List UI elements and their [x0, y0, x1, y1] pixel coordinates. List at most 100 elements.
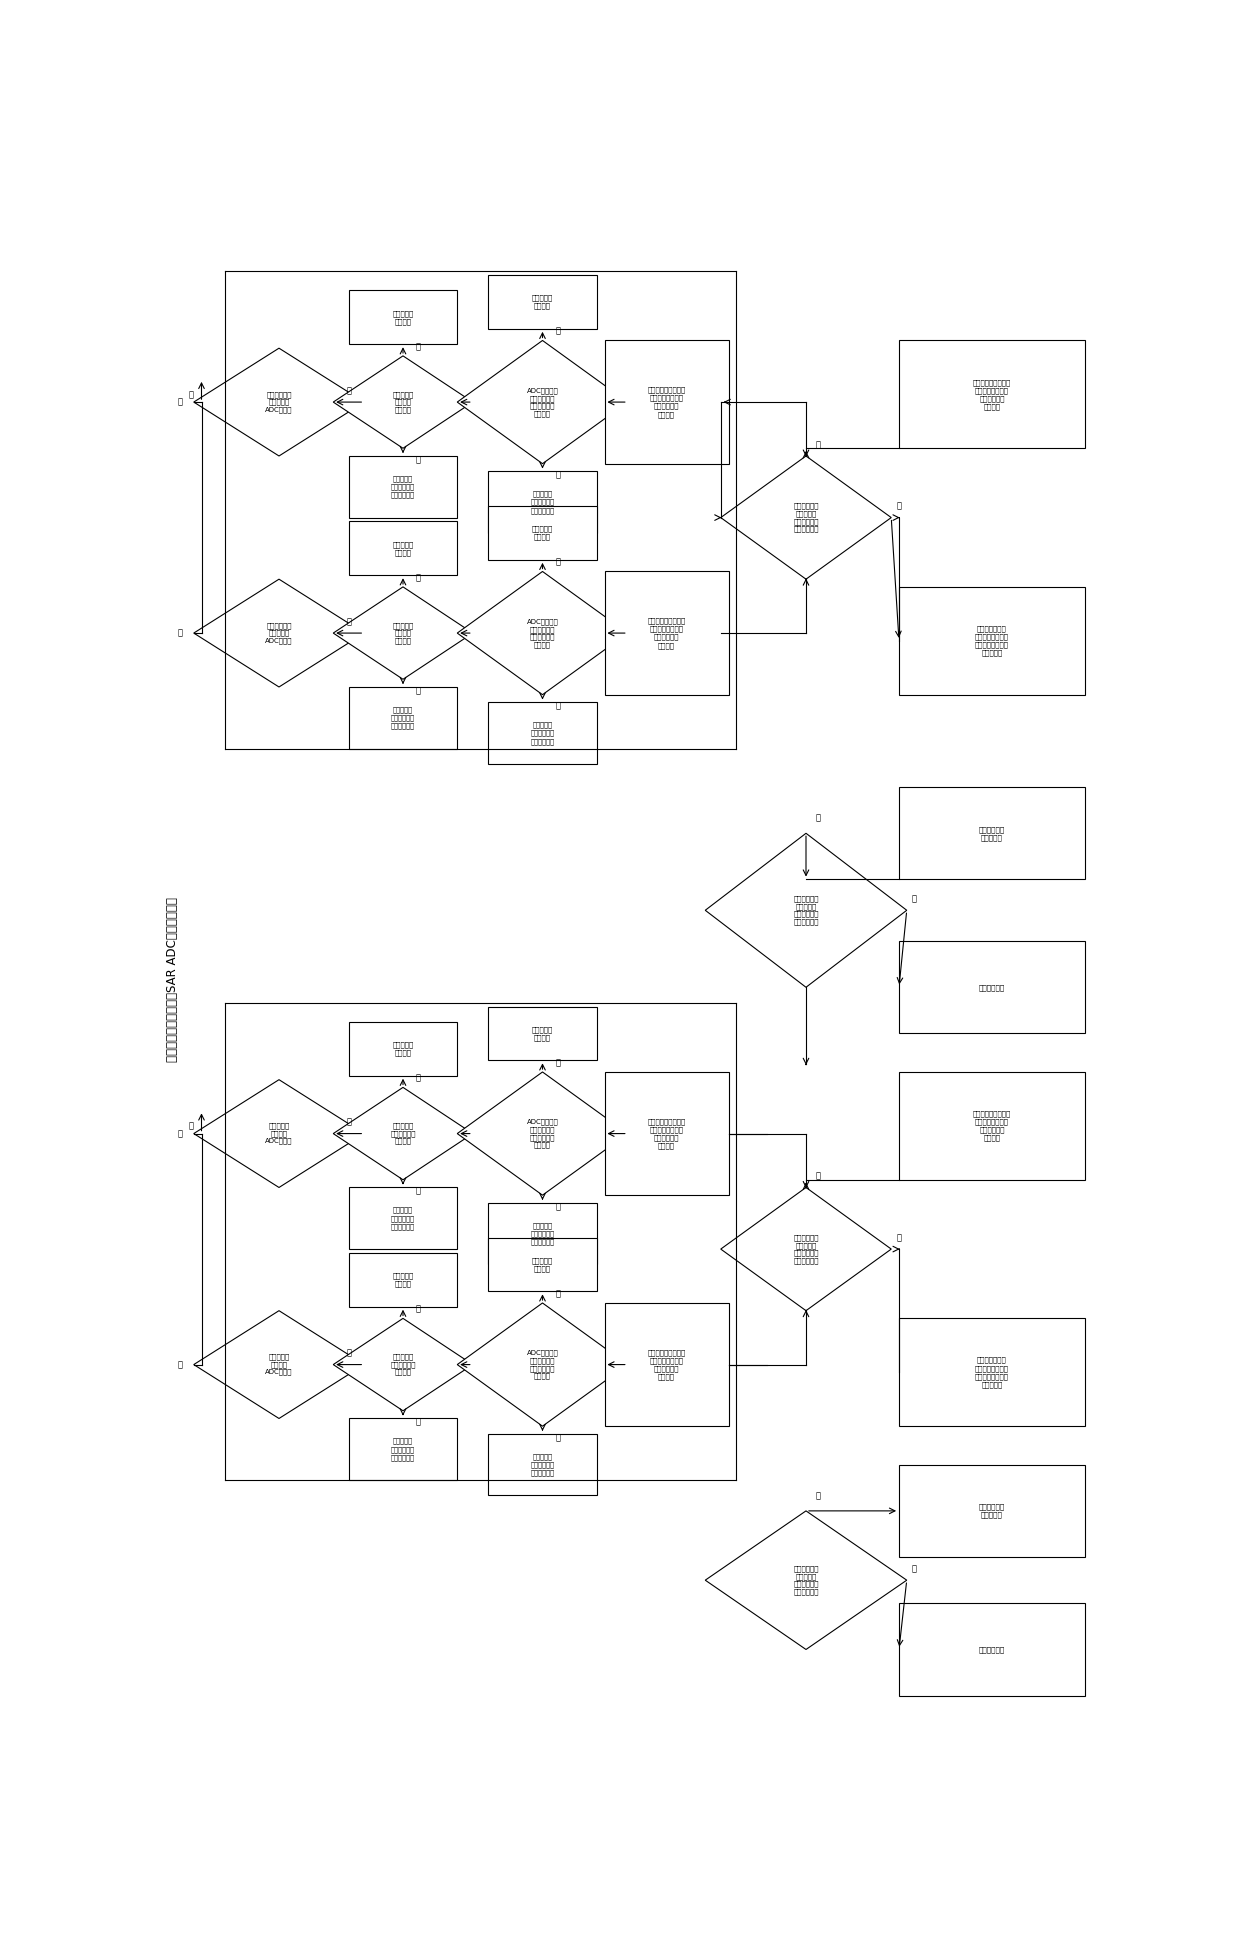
- Polygon shape: [334, 1319, 472, 1412]
- Text: 是: 是: [815, 1171, 820, 1181]
- Bar: [899, 1604, 1085, 1697]
- Text: 混合电容翻转技术控制SAR ADC电平切换方法: 混合电容翻转技术控制SAR ADC电平切换方法: [166, 898, 179, 1063]
- Bar: [489, 1202, 596, 1264]
- Text: 是: 是: [415, 1305, 422, 1313]
- Text: 本电平参数表: 本电平参数表: [978, 983, 1006, 991]
- Polygon shape: [193, 580, 365, 686]
- Bar: [348, 1187, 458, 1249]
- Text: 初始化正常
关断开关: 初始化正常 关断开关: [532, 1026, 553, 1041]
- Text: 正常情况下
关断大于关断
量量关断开关: 正常情况下 关断大于关断 量量关断开关: [531, 491, 554, 514]
- Polygon shape: [334, 357, 472, 448]
- Text: 正向切换还是
反向切换且
电容翻转位数
是否满足要求: 正向切换还是 反向切换且 电容翻转位数 是否满足要求: [794, 896, 818, 925]
- Text: 否: 否: [911, 1565, 918, 1573]
- Bar: [605, 341, 729, 463]
- Text: 本电平参数依次取出
关断开关闭合开关
翻转电容极性
关断开关: 本电平参数依次取出 关断开关闭合开关 翻转电容极性 关断开关: [973, 378, 1011, 409]
- Bar: [348, 291, 458, 345]
- Bar: [489, 702, 596, 764]
- Text: 是: 是: [415, 574, 422, 582]
- Text: 关断电平闭合后
关断正向切换电平
闭合反向切换电平
对应的开关: 关断电平闭合后 关断正向切换电平 闭合反向切换电平 对应的开关: [975, 624, 1009, 655]
- Text: ADC当前量程
当前参考电压
下参考电位及
量程限制: ADC当前量程 当前参考电压 下参考电位及 量程限制: [527, 619, 558, 648]
- Text: 正常情况下
关断大于关断
量量关断开关: 正常情况下 关断大于关断 量量关断开关: [531, 721, 554, 745]
- Bar: [605, 1072, 729, 1194]
- Text: 否: 否: [556, 1202, 560, 1212]
- Bar: [348, 456, 458, 518]
- Text: 是: 是: [188, 390, 193, 399]
- Text: 正向或反向
信号超出
ADC的量程: 正向或反向 信号超出 ADC的量程: [265, 1123, 293, 1144]
- Text: ADC当前量程
当前参考电压
下参考电位及
量程限制: ADC当前量程 当前参考电压 下参考电位及 量程限制: [527, 388, 558, 417]
- Text: 初始化正常
关断开关: 初始化正常 关断开关: [392, 1041, 414, 1057]
- Text: 否: 否: [346, 386, 351, 396]
- Text: 正向切换还是
反向切换且
电容翻转位数
是否满足要求: 正向切换还是 反向切换且 电容翻转位数 是否满足要求: [794, 502, 818, 533]
- Polygon shape: [193, 1080, 365, 1187]
- Text: 是: 是: [177, 628, 182, 638]
- Bar: [899, 588, 1085, 694]
- Polygon shape: [334, 588, 472, 679]
- Bar: [605, 1303, 729, 1427]
- Text: 是: 是: [415, 1074, 422, 1082]
- Bar: [348, 1253, 458, 1307]
- Bar: [899, 341, 1085, 448]
- Text: 关断电平闭合后
关断正向切换电平
闭合反向切换电平
对应的开关: 关断电平闭合后 关断正向切换电平 闭合反向切换电平 对应的开关: [975, 1357, 1009, 1388]
- Text: 否: 否: [415, 1417, 422, 1427]
- Bar: [605, 572, 729, 694]
- Bar: [489, 471, 596, 533]
- Text: 初始化正常
关断开关: 初始化正常 关断开关: [532, 295, 553, 310]
- Text: 是: 是: [188, 1121, 193, 1130]
- Text: 本电平参数依次取出
关断开关闭合开关
翻转电容极性
关断开关: 本电平参数依次取出 关断开关闭合开关 翻转电容极性 关断开关: [647, 1119, 686, 1150]
- Text: 正向或反向
信号超出
ADC的量程: 正向或反向 信号超出 ADC的量程: [265, 1353, 293, 1375]
- Polygon shape: [334, 1088, 472, 1179]
- Text: 是: 是: [815, 812, 820, 822]
- Text: ADC当前量程
当前参考电压
下参考电位及
量程限制: ADC当前量程 当前参考电压 下参考电位及 量程限制: [527, 1350, 558, 1379]
- Text: 否: 否: [556, 1433, 560, 1443]
- Text: 否: 否: [911, 894, 918, 904]
- Text: 本电平参数依次取出
关断开关闭合开关
翻转电容极性
关断开关: 本电平参数依次取出 关断开关闭合开关 翻转电容极性 关断开关: [647, 386, 686, 417]
- Bar: [348, 686, 458, 748]
- Text: 否: 否: [346, 1348, 351, 1357]
- Text: 是: 是: [556, 1059, 560, 1066]
- Text: 是: 是: [177, 397, 182, 407]
- Bar: [348, 1022, 458, 1076]
- Bar: [348, 522, 458, 576]
- Bar: [489, 506, 596, 560]
- Text: 是: 是: [556, 1289, 560, 1299]
- Bar: [489, 1433, 596, 1495]
- Text: 否: 否: [346, 617, 351, 626]
- Text: 是: 是: [177, 1359, 182, 1369]
- Text: 正常情况下
关断大于关断
量量关断开关: 正常情况下 关断大于关断 量量关断开关: [531, 1452, 554, 1476]
- Polygon shape: [458, 1072, 627, 1194]
- Text: 利用自带手册
查看参数表: 利用自带手册 查看参数表: [978, 1503, 1006, 1518]
- Bar: [899, 940, 1085, 1033]
- Text: 否: 否: [415, 1187, 422, 1196]
- Text: 是: 是: [556, 328, 560, 335]
- Text: 当前信号超出
正向或反向
ADC的量程: 当前信号超出 正向或反向 ADC的量程: [265, 392, 293, 413]
- Bar: [489, 1006, 596, 1061]
- Text: 正向切换还是
反向切换且
电容翻转位数
是否满足要求: 正向切换还是 反向切换且 电容翻转位数 是否满足要求: [794, 1565, 818, 1596]
- Text: 否: 否: [346, 1117, 351, 1127]
- Text: 是: 是: [815, 440, 820, 450]
- Text: 初始化正常
关断开关: 初始化正常 关断开关: [532, 525, 553, 541]
- Text: 正向初始化
处理是否关断
开关关断: 正向初始化 处理是否关断 开关关断: [391, 1123, 415, 1144]
- Text: 正常情况下
关断大于关断
量量关断开关: 正常情况下 关断大于关断 量量关断开关: [391, 475, 415, 498]
- Polygon shape: [720, 1187, 892, 1311]
- Text: 是: 是: [556, 558, 560, 566]
- Polygon shape: [720, 456, 892, 580]
- Text: 初始化处理
是否关断
开关关断: 初始化处理 是否关断 开关关断: [392, 622, 414, 644]
- Text: 本电平参数依次取出
关断开关闭合开关
翻转电容极性
关断开关: 本电平参数依次取出 关断开关闭合开关 翻转电容极性 关断开关: [647, 619, 686, 648]
- Text: 是: 是: [177, 1128, 182, 1138]
- Text: 初始化正常
关断开关: 初始化正常 关断开关: [392, 1272, 414, 1287]
- Text: 初始化正常
关断开关: 初始化正常 关断开关: [392, 310, 414, 324]
- Polygon shape: [458, 1303, 627, 1427]
- Polygon shape: [706, 834, 906, 987]
- Text: 正常情况下
关断大于关断
量量关断开关: 正常情况下 关断大于关断 量量关断开关: [531, 1222, 554, 1245]
- Bar: [899, 1072, 1085, 1179]
- Text: 否: 否: [897, 1233, 901, 1243]
- Text: 是: 是: [415, 341, 422, 351]
- Polygon shape: [193, 1311, 365, 1419]
- Text: 正常情况下
关断大于关断
量量关断开关: 正常情况下 关断大于关断 量量关断开关: [391, 1439, 415, 1460]
- Polygon shape: [458, 572, 627, 694]
- Text: 本电平参数表: 本电平参数表: [978, 1646, 1006, 1652]
- Text: 正常情况下
关断大于关断
量量关断开关: 正常情况下 关断大于关断 量量关断开关: [391, 706, 415, 729]
- Text: 当前信号超出
正向或反向
ADC的量程: 当前信号超出 正向或反向 ADC的量程: [265, 622, 293, 644]
- Text: 初始化正常
关断开关: 初始化正常 关断开关: [392, 541, 414, 556]
- Text: 初始化处理
是否关断
开关关断: 初始化处理 是否关断 开关关断: [392, 392, 414, 413]
